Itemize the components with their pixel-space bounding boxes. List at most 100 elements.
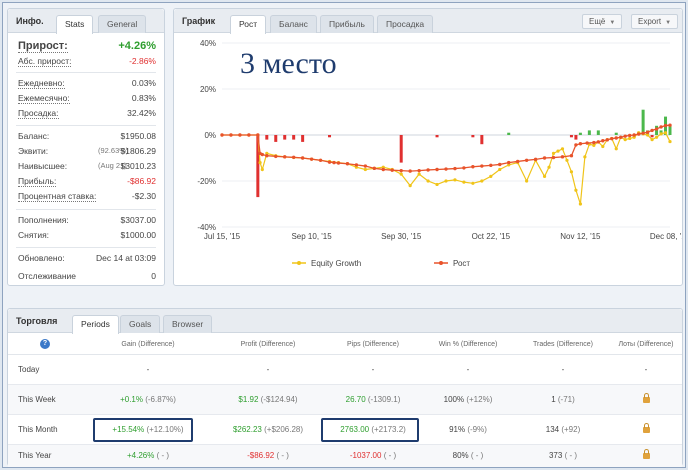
updated-value: Dec 14 at 03:09	[95, 253, 156, 263]
pips-value: 26.70	[345, 395, 366, 404]
daily-bar	[292, 135, 296, 140]
growth-point	[256, 133, 260, 137]
lock-icon[interactable]	[642, 423, 650, 433]
withdrawals-row: Снятия: $1000.00	[18, 230, 156, 244]
trades-diff: ( - )	[564, 451, 578, 460]
daily-bar	[399, 135, 403, 163]
balance-row: Баланс: $1950.08	[18, 131, 156, 145]
tab-growth[interactable]: Рост	[230, 15, 267, 34]
growth-point	[336, 161, 341, 165]
divider	[16, 247, 156, 248]
pips-value: -1037.00	[349, 451, 382, 460]
growth-point	[332, 160, 336, 165]
interest-label: Процентная ставка:	[18, 191, 97, 202]
win-value: 80%	[452, 451, 469, 460]
tab-profit[interactable]: Прибыль	[320, 15, 374, 33]
cell-lots	[608, 423, 684, 434]
growth-point	[354, 163, 359, 167]
growth-point	[645, 130, 650, 134]
growth-point	[220, 133, 224, 137]
x-tick-label: Sep 10, '15	[291, 232, 332, 241]
cell-profit: -$86.92 ( - )	[218, 451, 318, 460]
balance-value: $1950.08	[120, 131, 156, 141]
gain-value: +15.54%	[112, 425, 145, 434]
cell-profit: -	[266, 365, 270, 374]
growth-point	[614, 136, 618, 140]
help-icon[interactable]: ?	[40, 339, 50, 349]
row-label: This Month	[18, 425, 58, 434]
pips-diff: (+2173.2)	[371, 425, 406, 434]
tab-balance[interactable]: Баланс	[270, 15, 317, 33]
equity-point	[574, 188, 578, 192]
growth-point	[489, 163, 493, 168]
growth-point	[408, 169, 412, 173]
equity-point	[525, 179, 529, 183]
equity-point	[399, 172, 403, 176]
growth-value: +4.26%	[118, 40, 156, 52]
win-diff: ( - )	[470, 451, 484, 460]
growth-point	[283, 155, 287, 159]
growth-point	[641, 131, 645, 135]
lock-icon[interactable]	[642, 393, 650, 403]
col-profit[interactable]: Profit (Difference)	[240, 341, 296, 348]
tab-browser[interactable]: Browser	[163, 315, 213, 333]
abs-growth-value: -2.86%	[129, 56, 156, 66]
tab-periods[interactable]: Periods	[72, 315, 119, 334]
daily-bar	[256, 135, 260, 198]
growth-point	[260, 152, 265, 157]
equity-point	[498, 167, 502, 172]
growth-point	[229, 133, 233, 137]
divider	[16, 125, 156, 126]
growth-chart: 40% 20% 0% -20% -40% Jul 15, '15 Sep 10, '15 S…	[197, 39, 682, 268]
col-gain[interactable]: Gain (Difference)	[121, 341, 175, 348]
daily-bar	[435, 135, 439, 138]
x-tick-label: Oct 22, '15	[472, 232, 511, 241]
cell-lots: -	[644, 365, 648, 374]
tab-drawdown[interactable]: Просадка	[377, 15, 434, 33]
equity-point	[258, 161, 262, 165]
interest-row: Процентная ставка: -$2.30	[18, 191, 156, 205]
cell-win: 80% ( - )	[418, 451, 518, 460]
lock-icon[interactable]	[642, 449, 650, 459]
growth-point	[623, 134, 627, 138]
gain-value: +0.1%	[120, 395, 143, 404]
drawdown-label: Просадка:	[18, 108, 59, 119]
gain-diff: (+12.10%)	[146, 425, 184, 434]
divider	[16, 72, 156, 73]
tab-stats[interactable]: Stats	[56, 15, 94, 34]
equity-point	[565, 158, 569, 162]
tab-goals[interactable]: Goals	[120, 315, 161, 333]
equity-point	[417, 172, 421, 176]
profit-diff: ( - )	[276, 451, 289, 460]
col-trades[interactable]: Trades (Difference)	[533, 341, 593, 348]
y-tick-label: 40%	[200, 39, 216, 48]
cell-trades: -	[561, 365, 565, 374]
equity-label: Эквити:	[18, 146, 49, 156]
highest-row: Наивысшее: (Aug 21) $3010.23	[18, 161, 156, 175]
drawdown-value: 32.42%	[127, 108, 156, 118]
equity-point	[444, 179, 448, 183]
more-button[interactable]: Ещё ▼	[582, 14, 623, 29]
tab-general[interactable]: General	[98, 15, 147, 33]
equity-point	[578, 202, 582, 206]
profit-diff: (+$206.28)	[264, 425, 304, 434]
legend-growth-dot	[439, 261, 443, 265]
col-lots[interactable]: Лоты (Difference)	[618, 341, 674, 348]
trades-value: 134	[545, 425, 560, 434]
legend-growth-label: Рост	[453, 259, 470, 268]
growth-row: Прирост: +4.26%	[18, 40, 156, 56]
chart-tabbar: График Рост Баланс Прибыль Просадка Ещё ▼…	[174, 9, 682, 34]
growth-point	[327, 160, 332, 164]
growth-point	[238, 133, 242, 137]
divider	[16, 209, 156, 210]
cell-win: 91% (-9%)	[418, 425, 518, 434]
export-button[interactable]: Export ▼	[631, 14, 679, 29]
equity-point	[560, 147, 565, 151]
col-pips[interactable]: Pips (Difference)	[346, 341, 399, 348]
col-win[interactable]: Win % (Difference)	[438, 341, 498, 348]
stats-tabbar: Инфо. Stats General	[8, 9, 164, 34]
daily-bar	[301, 135, 305, 142]
growth-point	[578, 142, 583, 146]
equity-point	[462, 180, 466, 184]
